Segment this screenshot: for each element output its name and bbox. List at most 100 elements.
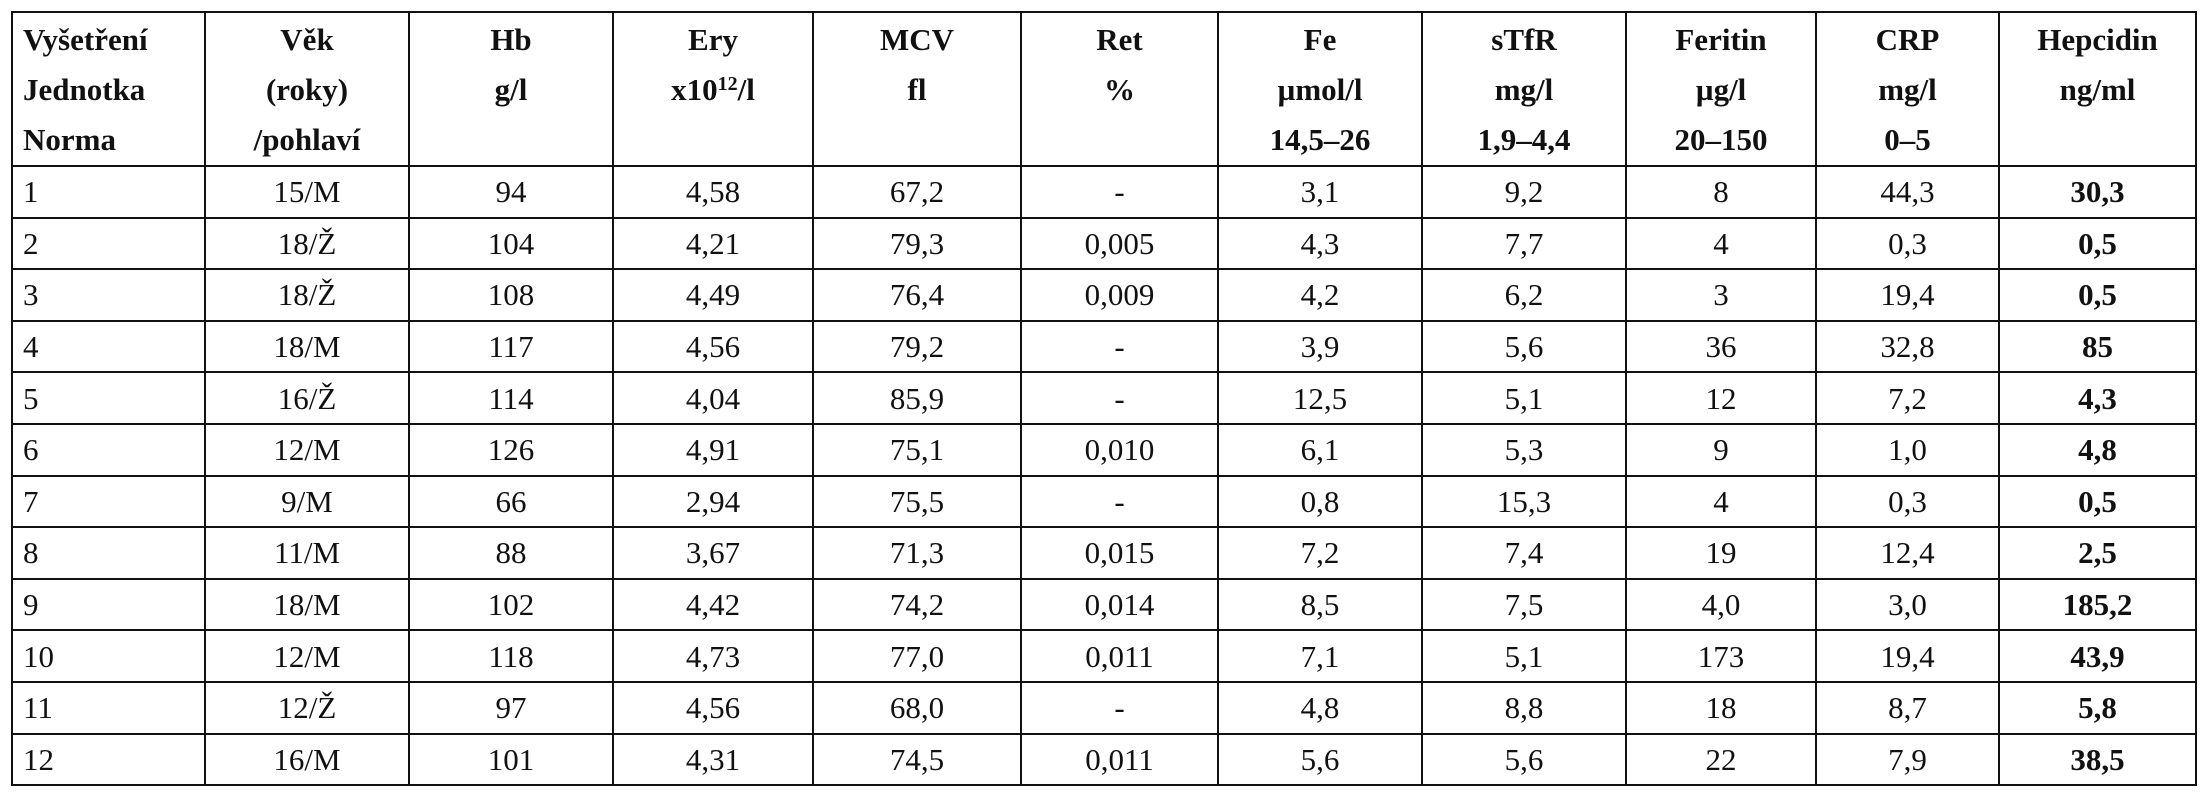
- table-cell: 3: [1625, 268, 1817, 322]
- table-cell: 4,42: [612, 577, 814, 632]
- table-cell: -: [1020, 319, 1219, 374]
- table-row: 2 18/Ž 104 4,21 79,3 0,005 4,3 7,7 4 0,3 0,5: [11, 216, 2197, 271]
- table-cell: 0,009: [1020, 268, 1219, 322]
- table-cell: 38,5: [1998, 732, 2197, 787]
- table-cell: 75,1: [812, 422, 1022, 477]
- table-cell: 6,1: [1217, 422, 1423, 477]
- table-cell: 7,4: [1421, 526, 1627, 580]
- table-cell: 5,1: [1421, 629, 1627, 683]
- table-cell: 12: [11, 732, 206, 787]
- table-cell: 8,5: [1217, 577, 1423, 632]
- table-cell: 4: [1625, 474, 1817, 529]
- table-cell: 8: [1625, 165, 1817, 219]
- header-line: Feritin: [1675, 22, 1767, 57]
- data-table: Vyšetření Jednotka Norma Věk (roky) /pohlaví H…: [11, 11, 2197, 787]
- table-cell: 4,0: [1625, 577, 1817, 632]
- table-cell: 11: [11, 680, 206, 735]
- table-cell: 3,1: [1217, 165, 1423, 219]
- table-cell: 4,8: [1217, 680, 1423, 735]
- table-cell: 173: [1625, 629, 1817, 683]
- table-cell: -: [1020, 371, 1219, 425]
- table-cell: 4,3: [1217, 216, 1423, 271]
- table-cell: 6,2: [1421, 268, 1627, 322]
- header-line: µg/l: [1695, 72, 1747, 107]
- table-cell: 76,4: [812, 268, 1022, 322]
- table-cell: 68,0: [812, 680, 1022, 735]
- table-cell: 7,9: [1815, 732, 2000, 787]
- table-row: 5 16/Ž 114 4,04 85,9-12,5 5,1 12 7,2 4,3: [11, 371, 2197, 425]
- table-cell: 77,0: [812, 629, 1022, 683]
- table-cell: 15/M: [204, 165, 410, 219]
- header-cell: Vyšetření Jednotka Norma: [11, 11, 206, 167]
- table-cell: 7,7: [1421, 216, 1627, 271]
- table-cell: 4,21: [612, 216, 814, 271]
- table-cell: 88: [408, 526, 614, 580]
- table-cell: 66: [408, 474, 614, 529]
- table-cell: 4,73: [612, 629, 814, 683]
- table-cell: 104: [408, 216, 614, 271]
- table-cell: 2,94: [612, 474, 814, 529]
- table-cell: 4,8: [1998, 422, 2197, 477]
- table-cell: 0,015: [1020, 526, 1219, 580]
- table-cell: 0,8: [1217, 474, 1423, 529]
- table-cell: 4,2: [1217, 268, 1423, 322]
- table-cell: 10: [11, 629, 206, 683]
- table-cell: 4,3: [1998, 371, 2197, 425]
- table-row: 8 11/M 88 3,67 71,3 0,015 7,2 7,4 19 12,4 2,5: [11, 526, 2197, 580]
- table-cell: 0,3: [1815, 474, 2000, 529]
- table-cell: 16/Ž: [204, 371, 410, 425]
- table-cell: -: [1020, 474, 1219, 529]
- table-cell: 9,2: [1421, 165, 1627, 219]
- table-cell: 12/Ž: [204, 680, 410, 735]
- header-line: MCV: [879, 22, 955, 57]
- header-line: x1012/l: [620, 65, 806, 115]
- header-line: 20–150: [1674, 122, 1768, 157]
- table-cell: 3,9: [1217, 319, 1423, 374]
- header-line: 1,9–4,4: [1477, 122, 1571, 157]
- header-line: Vyšetření: [23, 22, 148, 57]
- table-cell: 0,5: [1998, 216, 2197, 271]
- table-cell: 15,3: [1421, 474, 1627, 529]
- header-cell: Ery x1012/l: [612, 11, 814, 167]
- table-cell: 19,4: [1815, 629, 2000, 683]
- table-cell: 5,3: [1421, 422, 1627, 477]
- table-cell: 75,5: [812, 474, 1022, 529]
- table-cell: 8,7: [1815, 680, 2000, 735]
- table-cell: 9/M: [204, 474, 410, 529]
- header-cell: Hb g/l: [408, 11, 614, 167]
- header-line: (roky): [265, 72, 349, 107]
- table-cell: 22: [1625, 732, 1817, 787]
- table-row: 9 18/M 102 4,42 74,2 0,014 8,5 7,5 4,0 3,0 185,2: [11, 577, 2197, 632]
- header-line: Fe: [1303, 22, 1337, 57]
- header-line: Ret: [1096, 22, 1143, 57]
- header-line: Hb: [490, 22, 532, 57]
- header-line: 14,5–26: [1269, 122, 1371, 157]
- header-line: mg/l: [1494, 72, 1554, 107]
- header-cell: Věk (roky) /pohlaví: [204, 11, 410, 167]
- table-cell: 36: [1625, 319, 1817, 374]
- table-cell: 12: [1625, 371, 1817, 425]
- table-cell: 126: [408, 422, 614, 477]
- header-line: g/l: [494, 72, 528, 107]
- table-cell: 4,49: [612, 268, 814, 322]
- table-cell: 94: [408, 165, 614, 219]
- table-cell: 97: [408, 680, 614, 735]
- header-cell: sTfR mg/l 1,9–4,4: [1421, 11, 1627, 167]
- table-cell: 30,3: [1998, 165, 2197, 219]
- header-line: Ery: [688, 22, 738, 57]
- table-cell: 16/M: [204, 732, 410, 787]
- table-cell: 102: [408, 577, 614, 632]
- table-cell: 117: [408, 319, 614, 374]
- header-cell: CRP mg/l 0–5: [1815, 11, 2000, 167]
- table-cell: 3: [11, 268, 206, 322]
- table-cell: 118: [408, 629, 614, 683]
- table-cell: 8,8: [1421, 680, 1627, 735]
- table-cell: 4,58: [612, 165, 814, 219]
- table-cell: 4,91: [612, 422, 814, 477]
- table-cell: 3,67: [612, 526, 814, 580]
- table-cell: 67,2: [812, 165, 1022, 219]
- header-line: fl: [907, 72, 927, 107]
- header-cell: Ret%: [1020, 11, 1219, 167]
- header-line: 0–5: [1884, 122, 1931, 157]
- table-cell: 12/M: [204, 422, 410, 477]
